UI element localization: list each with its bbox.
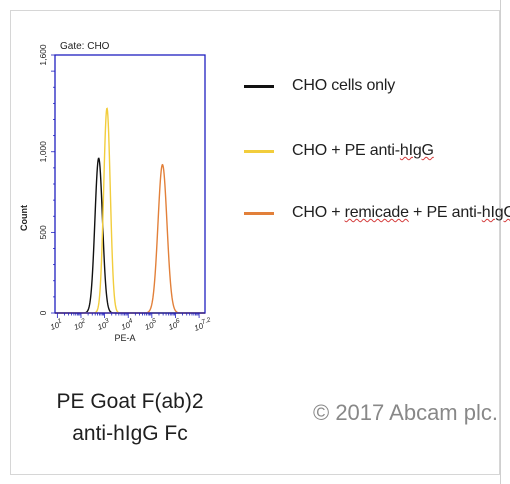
gate-label: Gate: CHO bbox=[60, 41, 110, 52]
y-tick-label-1: 0 bbox=[38, 310, 48, 315]
x-tick-label-7: 107.2 bbox=[192, 316, 213, 333]
legend-text-part: hIgG bbox=[399, 142, 434, 159]
histogram-series-2 bbox=[55, 107, 205, 314]
figure-caption: PE Goat F(ab)2 anti-hIgG Fc bbox=[40, 386, 220, 450]
x-axis: 101 102 103 104 105 106 107.2 bbox=[48, 313, 213, 333]
legend-swatch-3 bbox=[244, 211, 274, 215]
legend-text-part: remicade bbox=[344, 204, 409, 221]
legend-text-part: + PE anti- bbox=[408, 204, 482, 221]
x-tick-label-2: 102 bbox=[72, 317, 88, 332]
caption-line-1: PE Goat F(ab)2 bbox=[56, 390, 204, 413]
x-axis-title: PE-A bbox=[114, 333, 135, 343]
legend-label-3: CHO + remicade + PE anti-hIgG bbox=[292, 204, 510, 222]
x-tick-label-5: 105 bbox=[143, 317, 159, 332]
legend-label-1: CHO cells only bbox=[292, 77, 395, 95]
y-tick-label-2: 500 bbox=[38, 225, 48, 239]
x-tick-label-6: 106 bbox=[167, 317, 183, 332]
y-axis: 0 500 1,000 1,600 bbox=[38, 44, 55, 315]
y-tick-label-3: 1,000 bbox=[38, 141, 48, 163]
legend-text-part: CHO + bbox=[292, 204, 345, 221]
histogram-chart: Gate: CHO 0 500 1,000 1,600 101 102 103 104 105… bbox=[19, 41, 213, 343]
legend-swatch-1 bbox=[244, 84, 274, 88]
figure-frame bbox=[10, 10, 500, 475]
page-edge bbox=[500, 0, 501, 484]
legend-text-part: CHO cells only bbox=[292, 77, 396, 94]
legend-item-1: CHO cells only bbox=[244, 74, 395, 98]
x-tick-label-4: 104 bbox=[119, 317, 135, 332]
legend-text-part: CHO + PE anti- bbox=[292, 142, 400, 159]
x-tick-label-3: 103 bbox=[96, 317, 112, 332]
plot-area bbox=[54, 54, 206, 314]
legend-label-2: CHO + PE anti-hIgG bbox=[292, 142, 434, 160]
y-axis-title: Count bbox=[19, 205, 29, 231]
legend-item-3: CHO + remicade + PE anti-hIgG bbox=[244, 201, 510, 225]
legend-item-2: CHO + PE anti-hIgG bbox=[244, 139, 434, 163]
histogram-series-3 bbox=[55, 163, 205, 314]
legend-swatch-2 bbox=[244, 149, 274, 153]
y-tick-label-4: 1,600 bbox=[38, 44, 48, 66]
copyright-notice: © 2017 Abcam plc. bbox=[313, 400, 498, 425]
x-tick-label-1: 101 bbox=[48, 317, 64, 332]
caption-line-2: anti-hIgG Fc bbox=[72, 422, 188, 445]
plot-layer bbox=[55, 107, 205, 314]
legend-text-part: hIgG bbox=[481, 204, 510, 221]
histogram-series-1 bbox=[55, 157, 205, 314]
